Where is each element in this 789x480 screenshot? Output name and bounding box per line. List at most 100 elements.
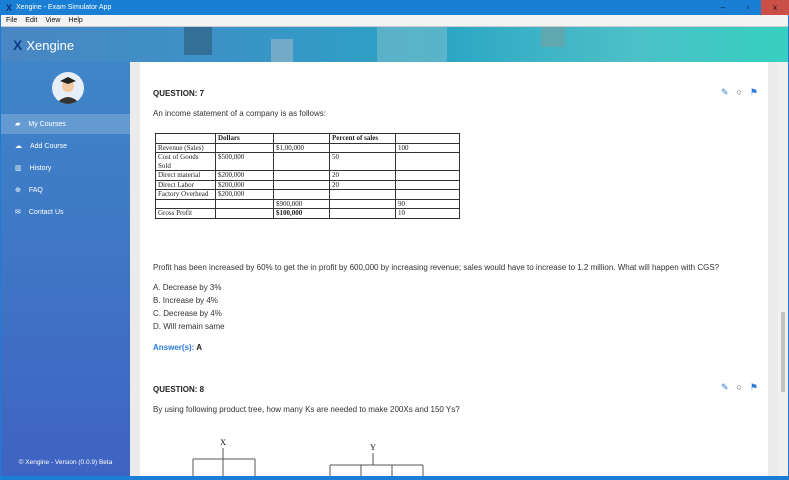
table-cell: 50 bbox=[329, 152, 396, 171]
option-b: B. Increase by 4% bbox=[153, 296, 218, 305]
answer-value: A bbox=[196, 343, 203, 352]
table-cell: Cost of Goods Sold bbox=[155, 152, 216, 171]
question-8-actions: ✎ ○ ⚑ bbox=[721, 382, 758, 393]
table-cell bbox=[155, 198, 216, 209]
table-cell: Percent of sales bbox=[329, 133, 396, 144]
table-cell: 20 bbox=[329, 170, 396, 181]
minimize-button[interactable]: – bbox=[711, 0, 735, 15]
table-cell bbox=[395, 189, 460, 200]
flag-icon[interactable]: ⚑ bbox=[749, 87, 758, 97]
menu-bar: File Edit View Help bbox=[1, 15, 788, 27]
question-7-body: Profit has been increased by 60% to get … bbox=[153, 263, 720, 272]
table-cell bbox=[273, 189, 330, 200]
comment-icon[interactable]: ○ bbox=[736, 382, 742, 392]
table-cell: Direct Labor bbox=[155, 179, 216, 190]
scrollbar[interactable] bbox=[778, 62, 788, 476]
table-cell: $900,000 bbox=[273, 198, 330, 209]
table-cell: $200,000 bbox=[215, 179, 274, 190]
product-tree-diagram: X Y bbox=[192, 438, 424, 476]
menu-edit[interactable]: Edit bbox=[25, 17, 38, 24]
question-8-title: QUESTION: 8 bbox=[153, 385, 205, 394]
sidebar-item-add-course[interactable]: ☁ Add Course bbox=[1, 136, 130, 156]
table-cell: Dollars bbox=[215, 133, 274, 144]
sidebar-item-history[interactable]: ▥ History bbox=[1, 158, 130, 178]
brand-name: Xengine bbox=[26, 37, 75, 53]
app-logo-icon: X bbox=[6, 2, 13, 13]
decor-square bbox=[184, 27, 212, 55]
income-statement-table: Dollars Percent of sales Revenue (Sales) $1… bbox=[155, 133, 460, 219]
table-row: Dollars Percent of sales bbox=[155, 133, 460, 144]
life-ring-icon: ⊕ bbox=[15, 187, 21, 194]
table-cell bbox=[273, 152, 330, 171]
table-row: Revenue (Sales) $1,00,000 100 bbox=[155, 142, 460, 153]
question-7-actions: ✎ ○ ⚑ bbox=[721, 87, 758, 98]
table-cell: 10 bbox=[395, 208, 460, 219]
app-header: X Xengine bbox=[1, 27, 788, 62]
sidebar-item-my-courses[interactable]: ▰ My Courses bbox=[1, 114, 130, 134]
menu-view[interactable]: View bbox=[45, 17, 61, 24]
xengine-logo-icon: X bbox=[13, 37, 23, 53]
tree-root-y: Y bbox=[370, 443, 376, 452]
decor-square bbox=[541, 27, 565, 47]
main-content: QUESTION: 7 ✎ ○ ⚑ An income statement of a… bbox=[130, 62, 778, 476]
table-cell: $1,00,000 bbox=[273, 142, 330, 153]
tree-root-x: X bbox=[220, 438, 226, 447]
brand[interactable]: X Xengine bbox=[13, 37, 74, 53]
pencil-icon[interactable]: ✎ bbox=[720, 382, 729, 392]
decor-square bbox=[271, 39, 293, 62]
table-cell bbox=[329, 189, 396, 200]
sidebar-item-label: My Courses bbox=[28, 120, 66, 128]
sidebar: ▰ My Courses ☁ Add Course ▥ History ⊕ FAQ ✉ C… bbox=[1, 62, 130, 476]
table-cell bbox=[329, 142, 396, 153]
question-list: QUESTION: 7 ✎ ○ ⚑ An income statement of a… bbox=[140, 62, 768, 476]
answer: Answer(s): A bbox=[153, 343, 202, 352]
sidebar-item-label: Add Course bbox=[30, 142, 67, 150]
graduation-cap-icon: ▰ bbox=[15, 121, 21, 128]
table-row: Direct Labor $200,000 20 bbox=[155, 179, 460, 190]
pencil-icon[interactable]: ✎ bbox=[720, 87, 729, 97]
cloud-upload-icon: ☁ bbox=[15, 143, 22, 150]
table-cell bbox=[329, 198, 396, 209]
table-cell: Revenue (Sales) bbox=[155, 142, 216, 153]
avatar bbox=[52, 72, 84, 104]
table-cell: 100 bbox=[395, 142, 460, 153]
close-button[interactable]: x bbox=[761, 0, 789, 15]
window-border bbox=[0, 476, 789, 480]
menu-file[interactable]: File bbox=[6, 17, 18, 24]
envelope-icon: ✉ bbox=[15, 209, 21, 216]
table-cell: $200,000 bbox=[215, 170, 274, 181]
option-d: D. Will remain same bbox=[153, 322, 225, 331]
table-cell bbox=[273, 170, 330, 181]
table-cell: Factory Overhead bbox=[155, 189, 216, 200]
sidebar-item-faq[interactable]: ⊕ FAQ bbox=[1, 180, 130, 200]
question-7-title: QUESTION: 7 bbox=[153, 89, 205, 98]
version-footer: © Xengine - Version (0.0.9) Beta bbox=[18, 459, 113, 466]
flag-icon[interactable]: ⚑ bbox=[749, 382, 758, 392]
table-cell: Gross Profit bbox=[155, 208, 216, 219]
menu-help[interactable]: Help bbox=[68, 17, 83, 24]
maximize-button[interactable]: ▫ bbox=[746, 3, 750, 12]
table-cell bbox=[395, 133, 460, 144]
window-title: Xengine - Exam Simulator App bbox=[16, 4, 112, 11]
answer-label: Answer(s): bbox=[153, 343, 195, 352]
bar-chart-icon: ▥ bbox=[15, 165, 22, 172]
table-cell: $100,000 bbox=[273, 208, 330, 219]
table-cell: Direct material bbox=[155, 170, 216, 181]
option-a: A. Decrease by 3% bbox=[153, 283, 222, 292]
table-cell bbox=[329, 208, 396, 219]
scrollbar-thumb[interactable] bbox=[781, 312, 785, 392]
table-cell: 20 bbox=[329, 179, 396, 190]
table-cell: 90 bbox=[395, 198, 460, 209]
table-row: Cost of Goods Sold $500,000 50 bbox=[155, 152, 460, 171]
table-cell bbox=[155, 133, 216, 144]
comment-icon[interactable]: ○ bbox=[736, 87, 742, 97]
table-row: Factory Overhead $200,000 bbox=[155, 189, 460, 200]
table-cell bbox=[395, 179, 460, 190]
option-c: C. Decrease by 4% bbox=[153, 309, 222, 318]
table-cell bbox=[273, 179, 330, 190]
title-bar: X Xengine - Exam Simulator App – ▫ x bbox=[0, 0, 789, 15]
table-cell bbox=[215, 142, 274, 153]
table-row: Gross Profit $100,000 10 bbox=[155, 208, 460, 219]
sidebar-item-label: History bbox=[29, 164, 52, 172]
sidebar-item-contact-us[interactable]: ✉ Contact Us bbox=[1, 202, 130, 222]
